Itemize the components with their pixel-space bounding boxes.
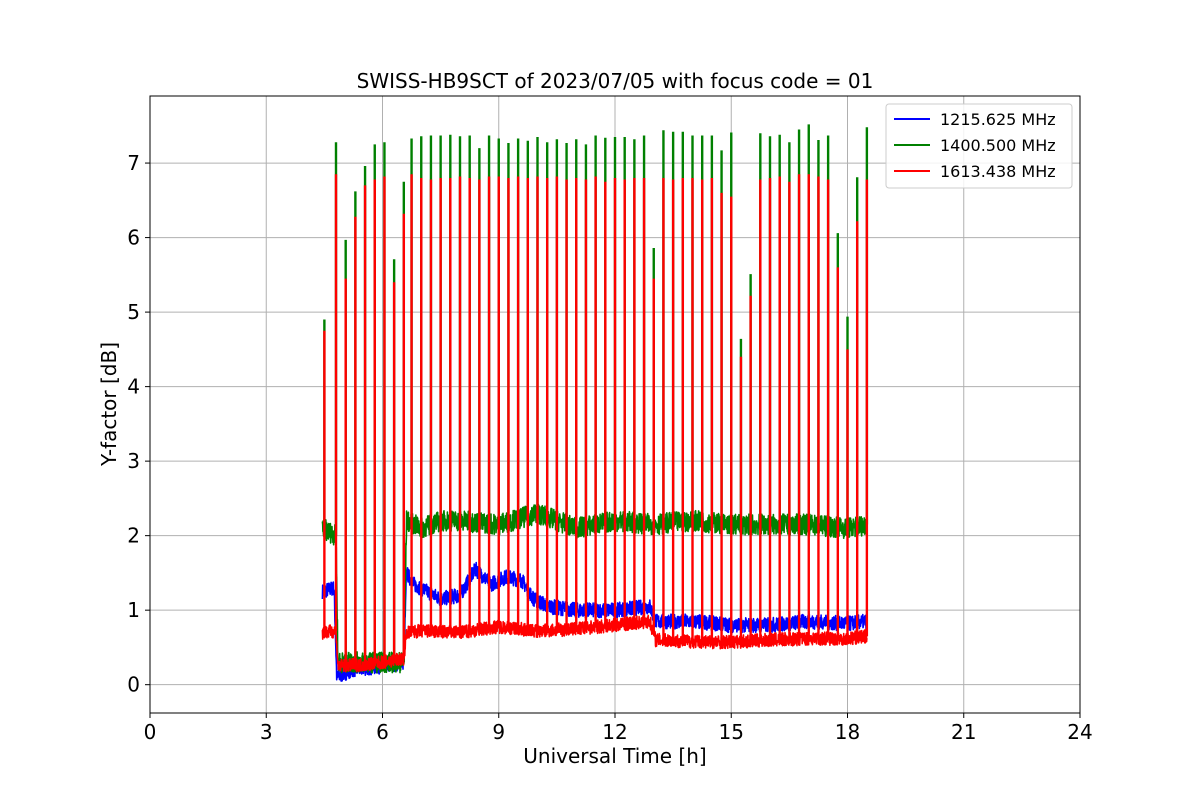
x-axis: 0 3 6 9 12 15 18 21 24 — [144, 713, 1093, 744]
series-line — [321, 614, 868, 673]
y-tick-label: 1 — [127, 598, 140, 622]
y-tick-label: 4 — [127, 375, 140, 399]
legend: 1215.625 MHz 1400.500 MHz 1613.438 MHz — [885, 103, 1073, 189]
x-tick-label: 6 — [376, 720, 389, 744]
legend-box — [885, 103, 1073, 189]
y-tick-label: 5 — [127, 300, 140, 324]
legend-label: 1613.438 MHz — [940, 162, 1056, 181]
x-tick-label: 3 — [260, 720, 273, 744]
x-axis-label: Universal Time [h] — [523, 744, 706, 768]
x-tick-label: 24 — [1067, 720, 1092, 744]
x-tick-label: 18 — [835, 720, 860, 744]
y-tick-label: 3 — [127, 449, 140, 473]
y-axis: 0 1 2 3 4 5 6 7 — [127, 151, 150, 697]
x-tick-label: 9 — [492, 720, 505, 744]
legend-label: 1400.500 MHz — [940, 136, 1056, 155]
x-tick-label: 21 — [951, 720, 976, 744]
legend-label: 1215.625 MHz — [940, 110, 1056, 129]
x-tick-label: 15 — [719, 720, 744, 744]
chart-title: SWISS-HB9SCT of 2023/07/05 with focus co… — [357, 69, 874, 93]
x-tick-label: 12 — [602, 720, 627, 744]
y-tick-label: 0 — [127, 673, 140, 697]
y-tick-label: 6 — [127, 226, 140, 250]
plot-area — [321, 124, 869, 682]
y-tick-label: 7 — [127, 151, 140, 175]
y-tick-label: 2 — [127, 524, 140, 548]
x-tick-label: 0 — [144, 720, 157, 744]
y-axis-label: Y-factor [dB] — [97, 342, 121, 467]
